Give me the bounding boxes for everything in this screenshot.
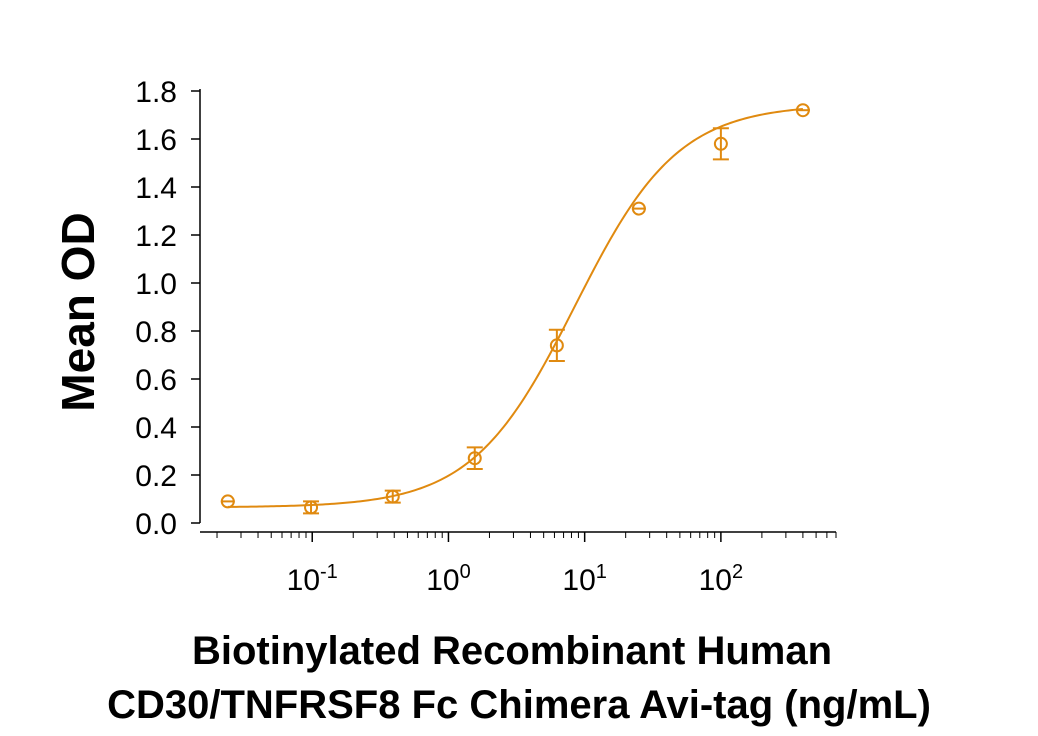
point-marker — [304, 500, 319, 515]
x-tick-label-base: 10 — [699, 564, 732, 597]
x-tick-label-base: 10 — [426, 564, 459, 597]
x-axis-title-line-2: CD30/TNFRSF8 Fc Chimera Avi-tag (ng/mL) — [107, 683, 931, 727]
point-marker — [631, 201, 646, 216]
x-tick-label: 101 — [562, 561, 607, 597]
point-marker — [795, 103, 810, 118]
y-tick-label: 0.8 — [135, 316, 177, 349]
data-point — [712, 127, 729, 161]
point-marker — [713, 136, 728, 151]
x-tick-label-exponent: 0 — [460, 561, 471, 583]
data-point — [220, 494, 235, 509]
data-point — [795, 103, 810, 118]
point-marker — [549, 338, 564, 353]
data-point — [466, 446, 483, 470]
y-tick-label: 1.4 — [135, 172, 177, 205]
x-tick-label: 102 — [699, 561, 744, 597]
data-points-layer — [220, 103, 810, 515]
fit-curve — [227, 107, 803, 508]
fit-curve-layer — [227, 107, 803, 508]
x-tick-label: 10-1 — [287, 561, 338, 597]
x-tick-label-base: 10 — [287, 564, 320, 597]
y-tick-label: 1.2 — [135, 220, 177, 253]
data-point — [548, 328, 565, 362]
point-marker — [467, 451, 482, 466]
x-tick-label-exponent: 2 — [732, 561, 743, 583]
y-tick-label: 0.6 — [135, 364, 177, 397]
x-tick-label-base: 10 — [562, 564, 595, 597]
x-tick-label-exponent: -1 — [320, 561, 338, 583]
data-point — [303, 500, 320, 515]
y-tick-label: 0.4 — [135, 412, 177, 445]
y-tick-label: 1.6 — [135, 124, 177, 157]
y-tick-label: 0.0 — [135, 508, 177, 541]
data-point — [384, 489, 401, 504]
x-tick-label: 100 — [426, 561, 471, 597]
y-tick-label: 0.2 — [135, 460, 177, 493]
y-axis: 0.0 0.2 0.4 0.6 0.8 1.0 1.2 1.4 1.6 1.8 — [135, 76, 201, 541]
y-axis-title: Mean OD — [52, 212, 104, 411]
data-point — [631, 201, 646, 216]
x-axis-title-line-1: Biotinylated Recombinant Human — [192, 629, 832, 673]
y-tick-label: 1.8 — [135, 76, 177, 109]
point-marker — [220, 494, 235, 509]
point-marker — [385, 489, 400, 504]
x-tick-label-exponent: 1 — [596, 561, 607, 583]
x-axis: 10-1 100 101 102 — [200, 531, 837, 597]
y-tick-label: 1.0 — [135, 268, 177, 301]
